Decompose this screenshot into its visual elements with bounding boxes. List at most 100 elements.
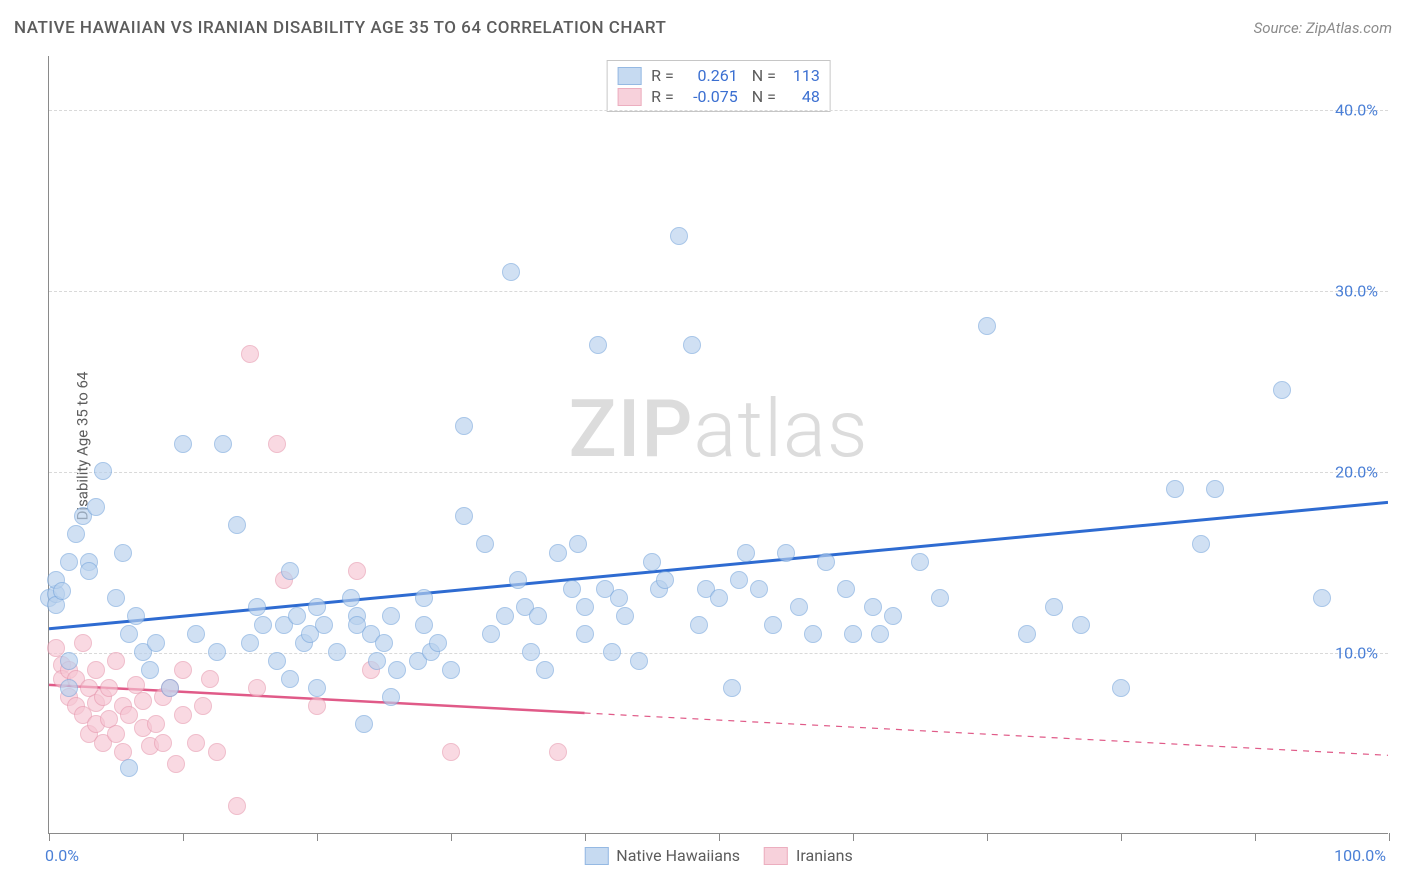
data-point [790,598,808,616]
data-point [844,625,862,643]
correlation-row: R =0.261 N =113 [617,65,820,86]
data-point [871,625,889,643]
data-point [342,589,360,607]
watermark-a: ZIP [569,382,694,476]
x-tick [183,833,184,841]
y-tick-label: 10.0% [1335,644,1378,663]
x-tick [853,833,854,841]
x-tick [317,833,318,841]
data-point [496,607,514,625]
data-point [100,679,118,697]
correlation-row: R =-0.075 N =48 [617,86,820,107]
series-legend: Native Hawaiians Iranians [584,846,852,865]
data-point [455,507,473,525]
data-point [978,317,996,335]
data-point [208,643,226,661]
data-point [94,462,112,480]
data-point [355,715,373,733]
legend-n-value: 48 [786,87,820,106]
legend-swatch [764,847,788,865]
data-point [576,625,594,643]
legend-r-key: R = [651,66,674,85]
data-point [308,679,326,697]
legend-n-key: N = [748,87,776,106]
data-point [87,498,105,516]
data-point [1018,625,1036,643]
grid-line [49,291,1388,292]
data-point [134,692,152,710]
y-tick-label: 30.0% [1335,282,1378,301]
data-point [174,661,192,679]
data-point [174,706,192,724]
data-point [737,544,755,562]
data-point [114,544,132,562]
y-tick-label: 40.0% [1335,101,1378,120]
data-point [375,634,393,652]
data-point [388,661,406,679]
data-point [268,652,286,670]
data-point [670,227,688,245]
data-point [248,598,266,616]
data-point [53,582,71,600]
data-point [214,435,232,453]
data-point [549,743,567,761]
data-point [522,643,540,661]
x-tick [719,833,720,841]
title-bar: NATIVE HAWAIIAN VS IRANIAN DISABILITY AG… [14,18,1392,38]
data-point [187,625,205,643]
series-legend-item: Iranians [764,846,853,865]
x-tick [1121,833,1122,841]
data-point [107,589,125,607]
data-point [429,634,447,652]
data-point [1166,480,1184,498]
x-tick [1255,833,1256,841]
series-name: Native Hawaiians [616,846,740,865]
data-point [87,661,105,679]
data-point [502,263,520,281]
watermark-b: atlas [693,382,868,476]
legend-n-key: N = [748,66,776,85]
x-axis-max-label: 100.0% [1334,846,1386,865]
legend-n-value: 113 [786,66,820,85]
data-point [750,580,768,598]
data-point [60,652,78,670]
x-tick [1389,833,1390,841]
data-point [315,616,333,634]
data-point [569,535,587,553]
x-tick [987,833,988,841]
legend-swatch [617,67,641,85]
data-point [764,616,782,634]
data-point [710,589,728,607]
data-point [1313,589,1331,607]
legend-swatch [584,847,608,865]
data-point [348,562,366,580]
data-point [120,625,138,643]
data-point [107,725,125,743]
data-point [643,553,661,571]
data-point [1206,480,1224,498]
data-point [442,661,460,679]
data-point [120,759,138,777]
data-point [268,435,286,453]
data-point [589,336,607,354]
legend-r-value: -0.075 [684,87,738,106]
data-point [254,616,272,634]
data-point [616,607,634,625]
data-point [167,755,185,773]
data-point [382,607,400,625]
data-point [1273,381,1291,399]
watermark: ZIPatlas [569,382,869,476]
data-point [804,625,822,643]
data-point [610,589,628,607]
data-point [911,553,929,571]
data-point [656,571,674,589]
chart-title: NATIVE HAWAIIAN VS IRANIAN DISABILITY AG… [14,18,666,38]
data-point [74,634,92,652]
data-point [288,607,306,625]
data-point [415,616,433,634]
data-point [730,571,748,589]
data-point [281,670,299,688]
plot-area: ZIPatlas R =0.261 N =113R =-0.075 N =48 … [48,56,1388,834]
x-tick [451,833,452,841]
data-point [482,625,500,643]
